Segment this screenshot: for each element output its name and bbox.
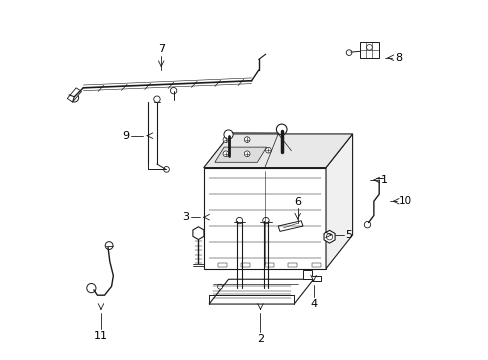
Polygon shape: [325, 134, 352, 269]
Circle shape: [262, 217, 268, 224]
Polygon shape: [278, 221, 303, 231]
Circle shape: [86, 283, 96, 293]
Polygon shape: [203, 168, 325, 269]
Circle shape: [223, 151, 228, 157]
Polygon shape: [192, 227, 203, 239]
Text: 3: 3: [182, 212, 189, 222]
Circle shape: [244, 151, 249, 157]
Polygon shape: [67, 88, 81, 102]
Circle shape: [236, 217, 242, 224]
Circle shape: [105, 242, 113, 249]
Text: 10: 10: [398, 196, 411, 206]
Text: 9: 9: [122, 131, 129, 141]
Polygon shape: [209, 279, 313, 304]
Circle shape: [364, 221, 370, 228]
Circle shape: [244, 137, 249, 143]
Circle shape: [346, 50, 351, 55]
Text: 1: 1: [380, 175, 387, 185]
Text: 2: 2: [256, 334, 264, 344]
Circle shape: [224, 130, 233, 139]
Bar: [218, 262, 226, 267]
Text: 8: 8: [394, 53, 402, 63]
Text: 6: 6: [294, 197, 301, 207]
Polygon shape: [324, 230, 334, 243]
Circle shape: [276, 124, 286, 135]
Polygon shape: [214, 147, 266, 162]
Polygon shape: [303, 270, 320, 281]
Bar: [359, 42, 378, 58]
Text: 4: 4: [309, 299, 317, 309]
Bar: [264, 262, 273, 267]
Text: 5: 5: [345, 230, 352, 240]
Bar: [311, 262, 320, 267]
Bar: [288, 262, 297, 267]
Circle shape: [223, 137, 228, 143]
Circle shape: [153, 96, 160, 102]
Circle shape: [170, 87, 177, 94]
Text: 7: 7: [157, 44, 164, 54]
Text: 11: 11: [94, 330, 108, 341]
Circle shape: [217, 284, 222, 289]
Circle shape: [366, 45, 371, 50]
Bar: [241, 262, 250, 267]
Circle shape: [70, 94, 79, 102]
Circle shape: [163, 167, 169, 172]
Circle shape: [325, 234, 332, 240]
Circle shape: [265, 147, 271, 153]
Polygon shape: [203, 134, 352, 168]
